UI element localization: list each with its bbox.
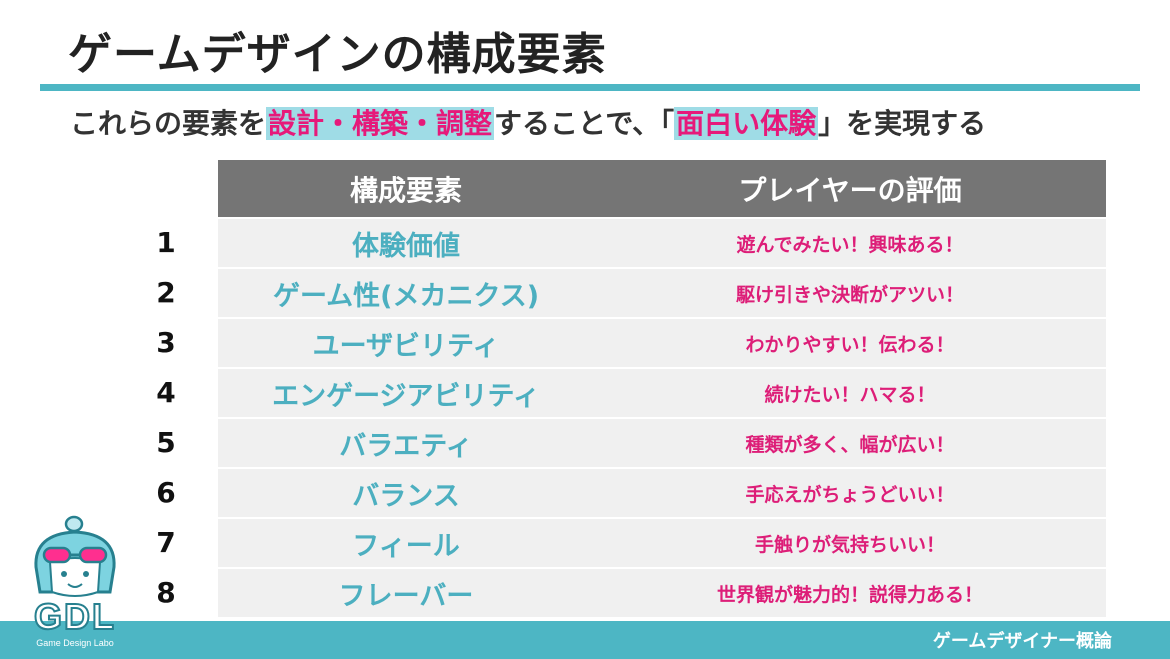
element-cell: ユーザビリティ [218,317,594,368]
slide-subtitle: これらの要素を設計・構築・調整することで、「面白い体験」を実現する [70,104,986,144]
table-row: 体験価値 遊んでみたい！興味ある！ [218,217,1106,268]
table-header-row: 構成要素 プレイヤーの評価 [218,160,1106,218]
row-number: 4 [156,376,176,409]
table-row: ゲーム性(メカニクス) 駆け引きや決断がアツい！ [218,267,1106,318]
evaluation-cell: 駆け引きや決断がアツい！ [594,267,1106,318]
evaluation-cell: 世界観が魅力的！説得力ある！ [594,567,1106,617]
table-row: フレーバー 世界観が魅力的！説得力ある！ [218,567,1106,617]
table-row: バランス 手応えがちょうどいい！ [218,467,1106,518]
slide-title: ゲームデザインの構成要素 [68,29,607,80]
header-evaluation: プレイヤーの評価 [594,160,1106,218]
gdl-logo: GDL Game Design Labo [20,512,130,657]
row-numbers: 1 2 3 4 5 6 7 8 [148,218,184,618]
table-row: バラエティ 種類が多く、幅が広い！ [218,417,1106,468]
evaluation-cell: わかりやすい！伝わる！ [594,317,1106,368]
evaluation-cell: 遊んでみたい！興味ある！ [594,217,1106,268]
element-cell: フィール [218,517,594,568]
mascot-character-icon [34,515,116,597]
footer-bar [0,621,1170,659]
evaluation-cell: 手応えがちょうどいい！ [594,467,1106,518]
elements-table: 構成要素 プレイヤーの評価 体験価値 遊んでみたい！興味ある！ ゲーム性(メカニ… [218,160,1106,617]
logo-subtitle: Game Design Labo [36,638,114,648]
element-cell: バラエティ [218,417,594,468]
row-number: 1 [156,226,176,259]
element-cell: バランス [218,467,594,518]
subtitle-text-3: 」を実現する [818,107,987,140]
subtitle-text-2: することで、「 [494,107,675,140]
element-cell: フレーバー [218,567,594,617]
header-element: 構成要素 [218,160,594,218]
subtitle-text-1: これらの要素を [70,107,267,140]
row-number: 6 [156,476,176,509]
evaluation-cell: 続けたい！ハマる！ [594,367,1106,418]
title-underline [40,84,1140,91]
row-number: 3 [156,326,176,359]
element-cell: 体験価値 [218,217,594,268]
subtitle-highlight-fun: 面白い体験 [674,107,819,140]
course-name: ゲームデザイナー概論 [932,631,1112,652]
table-row: エンゲージアビリティ 続けたい！ハマる！ [218,367,1106,418]
element-cell: ゲーム性(メカニクス) [218,267,594,318]
table-row: ユーザビリティ わかりやすい！伝わる！ [218,317,1106,368]
evaluation-cell: 手触りが気持ちいい！ [594,517,1106,568]
row-number: 7 [156,526,176,559]
row-number: 2 [156,276,176,309]
row-number: 8 [156,576,176,609]
row-number: 5 [156,426,176,459]
table-row: フィール 手触りが気持ちいい！ [218,517,1106,568]
logo-text: GDL [33,595,116,638]
subtitle-highlight-design: 設計・構築・調整 [266,107,495,140]
element-cell: エンゲージアビリティ [218,367,594,418]
evaluation-cell: 種類が多く、幅が広い！ [594,417,1106,468]
